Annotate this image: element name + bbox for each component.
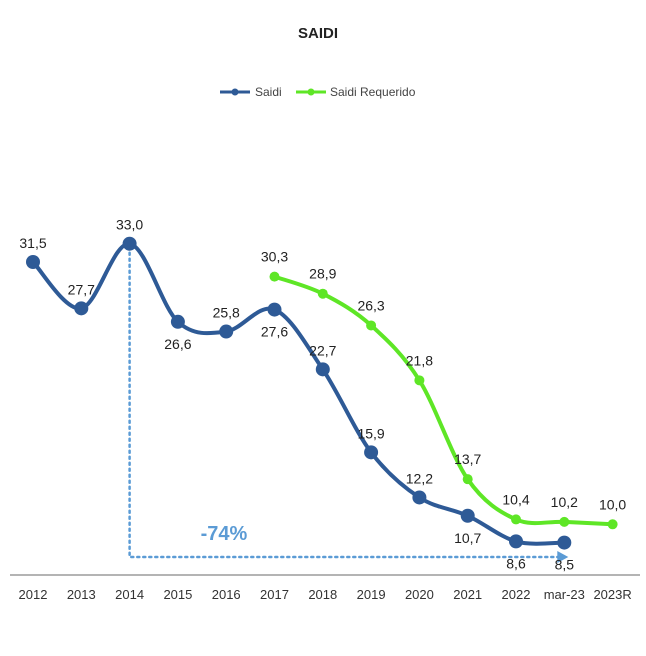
data-point: [460, 508, 475, 523]
legend-swatch-marker: [231, 88, 239, 96]
data-point: [317, 288, 328, 299]
chart-title: SAIDI: [298, 25, 338, 42]
data-point: [414, 375, 425, 386]
series-layer: 31,5 27,7 33,0 26,6 25,8 27,6 22,7 15,9 12,2 10,7…: [19, 217, 626, 573]
data-label: 30,3: [261, 249, 288, 265]
x-tick-label: 2021: [453, 587, 482, 602]
data-label: 10,2: [551, 494, 578, 510]
legend-label: Saidi: [255, 85, 282, 99]
data-point: [269, 271, 280, 282]
data-label: 10,7: [454, 530, 481, 546]
x-tick-label: 2019: [357, 587, 386, 602]
x-tick-label: mar-23: [544, 587, 585, 602]
data-label: 27,7: [68, 281, 95, 297]
data-label: 26,3: [357, 297, 384, 313]
x-tick-label: 2023R: [593, 587, 631, 602]
series: 31,5 27,7 33,0 26,6 25,8 27,6 22,7 15,9 12,2 10,7…: [19, 217, 574, 573]
data-point: [122, 236, 137, 251]
data-label: 22,7: [309, 342, 336, 358]
x-tick-label: 2012: [19, 587, 48, 602]
annotation-arrowhead: [557, 551, 569, 563]
data-point: [364, 445, 379, 460]
series: 30,3 28,9 26,3 21,8 13,7 10,4 10,2 10,0: [261, 249, 626, 530]
x-tick-label: 2020: [405, 587, 434, 602]
data-point: [559, 516, 570, 527]
data-point: [74, 301, 89, 316]
data-label: 28,9: [309, 266, 336, 282]
legend-item: Saidi Requerido: [296, 85, 416, 99]
x-tick-label: 2015: [163, 587, 192, 602]
legend-swatch-marker: [307, 88, 315, 96]
data-point: [509, 534, 523, 549]
reduction-annotation: -74%: [128, 251, 569, 563]
data-label: 13,7: [454, 451, 481, 467]
series-line: [272, 274, 615, 527]
data-point: [557, 535, 572, 550]
data-point: [412, 490, 427, 505]
x-tick-label: 2017: [260, 587, 289, 602]
data-point: [607, 519, 618, 530]
x-tick-label: 2022: [502, 587, 531, 602]
legend-item: Saidi: [220, 85, 282, 99]
data-point: [267, 302, 282, 317]
data-point: [366, 320, 377, 331]
data-point: [219, 324, 234, 339]
data-point: [315, 362, 330, 377]
data-point: [170, 314, 185, 329]
data-label: 27,6: [261, 324, 288, 340]
x-tick-label: 2014: [115, 587, 144, 602]
x-tick-label: 2018: [308, 587, 337, 602]
data-label: 21,8: [406, 352, 433, 368]
data-label: 10,4: [502, 491, 529, 507]
x-tick-label: 2013: [67, 587, 96, 602]
data-label: 8,5: [555, 557, 575, 573]
data-label: 10,0: [599, 496, 626, 512]
x-tick-label: 2016: [212, 587, 241, 602]
annotation-label: -74%: [201, 523, 248, 545]
data-point: [26, 255, 40, 269]
data-label: 31,5: [19, 235, 46, 251]
legend: Saidi Saidi Requerido: [220, 85, 416, 99]
data-label: 12,2: [406, 470, 433, 486]
data-point: [462, 474, 473, 485]
data-label: 15,9: [357, 425, 384, 441]
x-axis-ticks: 2012 2013 2014 2015 2016 2017 2018 2019 2020 2021…: [19, 587, 632, 602]
data-label: 33,0: [116, 217, 143, 233]
annotation-arrow-line: [128, 251, 562, 559]
data-point: [511, 514, 521, 525]
data-label: 26,6: [164, 336, 191, 352]
data-label: 8,6: [506, 555, 526, 571]
legend-label: Saidi Requerido: [330, 85, 416, 99]
data-label: 25,8: [213, 305, 240, 321]
